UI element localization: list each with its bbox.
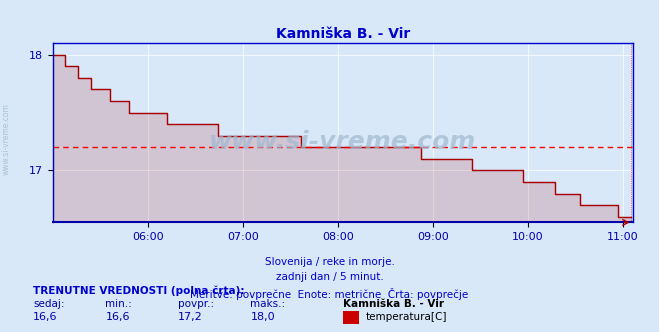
Text: 18,0: 18,0	[250, 312, 275, 322]
Text: maks.:: maks.:	[250, 299, 285, 309]
Text: sedaj:: sedaj:	[33, 299, 65, 309]
Title: Kamniška B. - Vir: Kamniška B. - Vir	[275, 27, 410, 41]
Text: Kamniška B. - Vir: Kamniška B. - Vir	[343, 299, 444, 309]
Text: 16,6: 16,6	[33, 312, 57, 322]
Text: www.si-vreme.com: www.si-vreme.com	[2, 104, 11, 175]
Text: TRENUTNE VREDNOSTI (polna črta):: TRENUTNE VREDNOSTI (polna črta):	[33, 285, 244, 296]
Text: min.:: min.:	[105, 299, 132, 309]
Text: www.si-vreme.com: www.si-vreme.com	[209, 130, 476, 154]
Text: povpr.:: povpr.:	[178, 299, 214, 309]
Text: temperatura[C]: temperatura[C]	[366, 312, 447, 322]
Text: Slovenija / reke in morje.
zadnji dan / 5 minut.
Meritve: povprečne  Enote: metr: Slovenija / reke in morje. zadnji dan / …	[190, 257, 469, 300]
Text: 16,6: 16,6	[105, 312, 130, 322]
Text: 17,2: 17,2	[178, 312, 203, 322]
